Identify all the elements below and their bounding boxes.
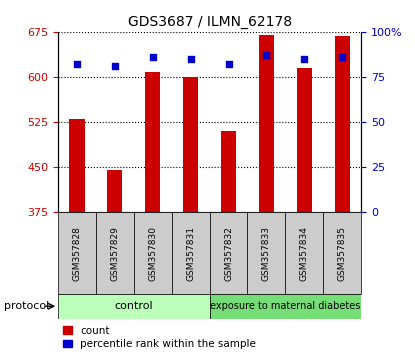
Bar xyxy=(134,212,172,294)
Bar xyxy=(96,212,134,294)
Point xyxy=(339,54,345,60)
Point xyxy=(187,56,194,62)
Point xyxy=(301,56,308,62)
Point xyxy=(263,52,270,58)
Bar xyxy=(297,68,312,212)
Bar xyxy=(334,36,350,212)
Text: GSM357828: GSM357828 xyxy=(73,225,81,281)
Point xyxy=(225,62,232,67)
Bar xyxy=(210,212,247,294)
Point xyxy=(149,54,156,60)
Bar xyxy=(210,294,361,319)
Text: protocol: protocol xyxy=(4,301,49,311)
Point xyxy=(74,62,81,67)
Text: GSM357833: GSM357833 xyxy=(262,225,271,281)
Point xyxy=(112,63,118,69)
Bar xyxy=(286,212,323,294)
Text: GSM357829: GSM357829 xyxy=(110,225,120,281)
Text: GSM357835: GSM357835 xyxy=(338,225,347,281)
Bar xyxy=(58,294,210,319)
Bar xyxy=(107,170,122,212)
Text: GSM357831: GSM357831 xyxy=(186,225,195,281)
Bar xyxy=(58,212,96,294)
Bar xyxy=(69,119,85,212)
Bar xyxy=(145,72,160,212)
Bar xyxy=(323,212,361,294)
Bar xyxy=(259,35,274,212)
Legend: count, percentile rank within the sample: count, percentile rank within the sample xyxy=(63,326,256,349)
Bar xyxy=(247,212,285,294)
Text: GSM357830: GSM357830 xyxy=(148,225,157,281)
Bar xyxy=(183,77,198,212)
Bar xyxy=(172,212,210,294)
Bar xyxy=(221,131,236,212)
Text: control: control xyxy=(115,301,153,311)
Text: GSM357832: GSM357832 xyxy=(224,225,233,281)
Text: exposure to maternal diabetes: exposure to maternal diabetes xyxy=(210,301,361,311)
Text: GSM357834: GSM357834 xyxy=(300,225,309,281)
Title: GDS3687 / ILMN_62178: GDS3687 / ILMN_62178 xyxy=(127,16,292,29)
